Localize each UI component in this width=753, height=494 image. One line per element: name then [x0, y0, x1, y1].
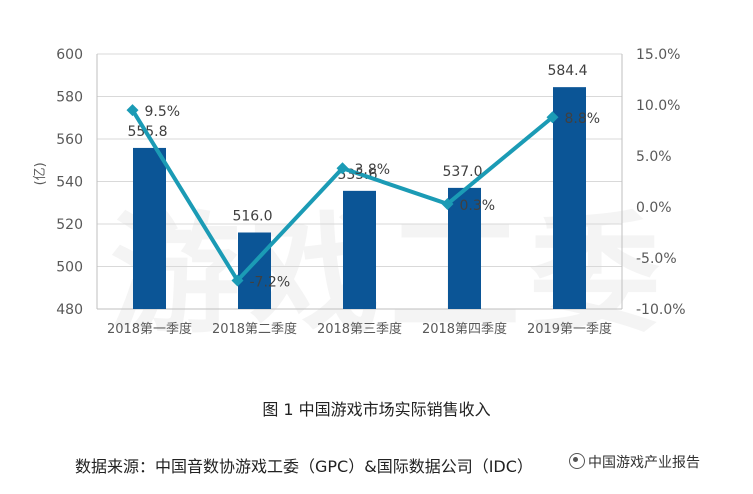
x-tick-label: 2018第二季度	[212, 321, 297, 337]
x-tick-label: 2018第四季度	[422, 321, 507, 337]
bar-value-label: 516.0	[232, 209, 272, 225]
y-tick-label: 540	[56, 175, 83, 191]
y-tick-label: 560	[56, 132, 83, 148]
x-tick-label: 2018第三季度	[317, 321, 402, 337]
brand-tag[interactable]: 中国游戏产业报告	[565, 451, 704, 473]
bar	[553, 87, 586, 310]
data-source: 数据来源：中国音数协游戏工委（GPC）&国际数据公司（IDC）	[75, 457, 533, 476]
y2-tick-label: 5.0%	[636, 149, 672, 165]
y2-tick-label: 15.0%	[636, 47, 680, 63]
line-point	[546, 111, 559, 124]
line-value-label: -7.2%	[250, 274, 291, 290]
x-tick-label: 2018第一季度	[107, 321, 192, 337]
bar	[238, 232, 271, 309]
brand-label: 中国游戏产业报告	[588, 455, 700, 471]
bar-value-label: 537.0	[442, 164, 482, 180]
y-tick-label: 520	[56, 217, 83, 233]
right-axis-ticks: 15.0% 10.0% 5.0% 0.0% -5.0% -10.0%	[636, 47, 686, 318]
line-point	[231, 274, 244, 287]
line-value-label: 8.8%	[565, 111, 601, 127]
line-point	[441, 197, 454, 210]
x-axis-ticks: 2018第一季度 2018第二季度 2018第三季度 2018第四季度 2019第一季度	[107, 321, 612, 337]
y-tick-label: 480	[56, 302, 83, 318]
line-value-label: 0.3%	[460, 198, 496, 214]
y2-tick-label: 10.0%	[636, 98, 680, 114]
y-tick-label: 580	[56, 90, 83, 106]
growth-line	[130, 109, 554, 283]
line-value-label: 3.8%	[355, 162, 391, 178]
y-tick-label: 600	[56, 47, 83, 63]
line-value-label: 9.5%	[145, 104, 181, 120]
bar	[343, 190, 376, 309]
bar	[448, 187, 481, 309]
y2-tick-label: -5.0%	[636, 251, 677, 267]
y2-tick-label: -10.0%	[636, 302, 686, 318]
bar-value-label: 584.4	[547, 63, 587, 79]
line-point	[336, 162, 349, 175]
y-axis-title: (亿)	[33, 162, 48, 185]
x-tick-label: 2019第一季度	[527, 321, 612, 337]
left-axis-ticks: 600 580 560 540 520 500 480	[56, 47, 83, 318]
line-point	[126, 104, 139, 117]
y-tick-label: 500	[56, 260, 83, 276]
wechat-icon	[569, 453, 585, 469]
growth-line-group: 9.5% -7.2% 3.8% 0.3% 8.8%	[126, 104, 601, 290]
bar	[133, 147, 166, 309]
figure-caption: 图 1 中国游戏市场实际销售收入	[262, 400, 491, 419]
y2-tick-label: 0.0%	[636, 200, 672, 216]
